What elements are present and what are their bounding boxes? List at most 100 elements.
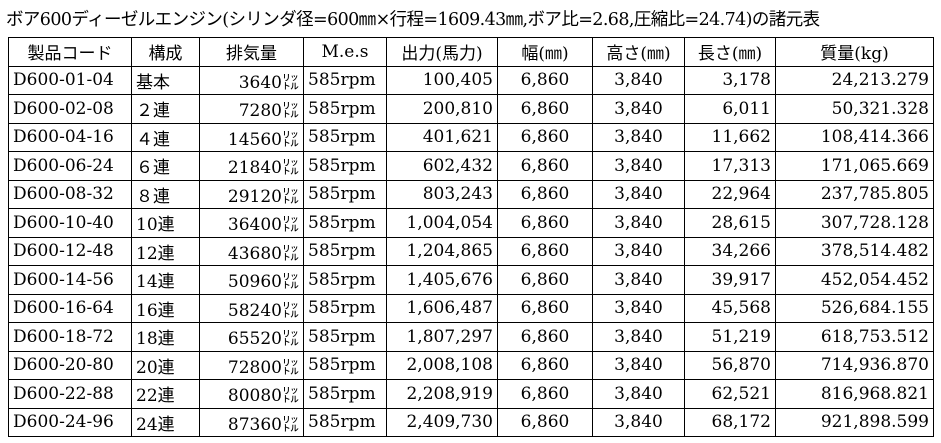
table-cell: 2,208,919: [386, 379, 498, 409]
table-cell: 1,405,676: [386, 265, 498, 295]
table-cell: 3,840: [592, 208, 685, 238]
table-cell: 43680㍑: [199, 236, 304, 266]
table-cell: D600-02-08: [8, 94, 132, 124]
table-cell: 68,172: [684, 407, 776, 437]
table-cell: 585rpm: [303, 151, 387, 181]
table-cell: 50,321.328: [775, 94, 934, 124]
table-cell: 14連: [131, 265, 200, 295]
table-row: D600-12-48 12連 43680㍑ 585rpm 1,204,865 6,860 3…: [8, 236, 934, 266]
table-cell: 526,684.155: [775, 293, 934, 323]
table-cell: 80080㍑: [199, 379, 304, 409]
table-cell: 87360㍑: [199, 407, 304, 437]
table-cell: 20連: [131, 350, 200, 380]
column-header: 製品コード: [8, 37, 132, 67]
table-cell: 基本: [131, 65, 200, 95]
table-cell: 714,936.870: [775, 350, 934, 380]
table-cell: 1,606,487: [386, 293, 498, 323]
table-cell: D600-18-72: [8, 322, 132, 352]
spec-table: 製品コード 構成 排気量 M.e.s 出力(馬力) 幅(㎜) 高さ(㎜) 長さ(㎜) 質量(kg…: [8, 37, 934, 437]
table-cell: 65520㍑: [199, 322, 304, 352]
table-cell: 602,432: [386, 151, 498, 181]
column-header: 長さ(㎜): [684, 37, 776, 67]
table-cell: 3,178: [684, 65, 776, 95]
table-cell: 72800㍑: [199, 350, 304, 380]
table-cell: 6,860: [497, 322, 593, 352]
table-cell: 6,860: [497, 350, 593, 380]
table-cell: 803,243: [386, 179, 498, 209]
table-cell: 3,840: [592, 179, 685, 209]
table-cell: 62,521: [684, 379, 776, 409]
table-cell: 6,860: [497, 379, 593, 409]
table-cell: 585rpm: [303, 265, 387, 295]
table-cell: 6,860: [497, 94, 593, 124]
table-cell: 6,860: [497, 122, 593, 152]
table-cell: 100,405: [386, 65, 498, 95]
column-header: 高さ(㎜): [592, 37, 685, 67]
table-cell: 56,870: [684, 350, 776, 380]
table-cell: 36400㍑: [199, 208, 304, 238]
table-row: D600-14-56 14連 50960㍑ 585rpm 1,405,676 6,860 3…: [8, 265, 934, 295]
table-cell: 3640㍑: [199, 65, 304, 95]
table-cell: 3,840: [592, 94, 685, 124]
table-cell: 585rpm: [303, 350, 387, 380]
table-cell: D600-01-04: [8, 65, 132, 95]
table-cell: 585rpm: [303, 122, 387, 152]
table-cell: 12連: [131, 236, 200, 266]
table-cell: 3,840: [592, 151, 685, 181]
table-cell: D600-20-80: [8, 350, 132, 380]
table-row: D600-02-08 ２連 7280㍑ 585rpm 200,810 6,860 3,840…: [8, 94, 934, 124]
table-cell: 39,917: [684, 265, 776, 295]
table-cell: 51,219: [684, 322, 776, 352]
table-cell: 401,621: [386, 122, 498, 152]
table-cell: 3,840: [592, 265, 685, 295]
table-cell: 58240㍑: [199, 293, 304, 323]
table-cell: 16連: [131, 293, 200, 323]
table-cell: 452,054.452: [775, 265, 934, 295]
table-cell: ６連: [131, 151, 200, 181]
column-header: 質量(kg): [775, 37, 934, 67]
table-cell: 6,860: [497, 179, 593, 209]
table-cell: 307,728.128: [775, 208, 934, 238]
table-cell: 1,004,054: [386, 208, 498, 238]
table-cell: 24連: [131, 407, 200, 437]
table-row: D600-20-80 20連 72800㍑ 585rpm 2,008,108 6,860 3…: [8, 350, 934, 380]
table-cell: 585rpm: [303, 379, 387, 409]
table-cell: 3,840: [592, 293, 685, 323]
table-cell: 921,898.599: [775, 407, 934, 437]
table-cell: 585rpm: [303, 322, 387, 352]
table-cell: 10連: [131, 208, 200, 238]
header-row: 製品コード 構成 排気量 M.e.s 出力(馬力) 幅(㎜) 高さ(㎜) 長さ(㎜) 質量(kg…: [8, 37, 934, 67]
title: ボア600ディーゼルエンジン(シリンダ径=600㎜×行程=1609.43㎜,ボア…: [6, 10, 820, 30]
table-row: D600-18-72 18連 65520㍑ 585rpm 1,807,297 6,860 3…: [8, 322, 934, 352]
table-cell: 108,414.366: [775, 122, 934, 152]
table-cell: 18連: [131, 322, 200, 352]
table-cell: 585rpm: [303, 293, 387, 323]
table-row: D600-08-32 ８連 29120㍑ 585rpm 803,243 6,860 3,84…: [8, 179, 934, 209]
table-row: D600-10-40 10連 36400㍑ 585rpm 1,004,054 6,860 3…: [8, 208, 934, 238]
table-cell: 11,662: [684, 122, 776, 152]
table-cell: 6,860: [497, 236, 593, 266]
table-cell: 24,213.279: [775, 65, 934, 95]
column-header: 排気量: [199, 37, 304, 67]
table-cell: 14560㍑: [199, 122, 304, 152]
table-cell: 17,313: [684, 151, 776, 181]
table-body: D600-01-04 基本 3640㍑ 585rpm 100,405 6,860 3,840…: [8, 65, 934, 437]
table-cell: 6,860: [497, 407, 593, 437]
table-cell: ２連: [131, 94, 200, 124]
table-cell: 2,409,730: [386, 407, 498, 437]
table-row: D600-06-24 ６連 21840㍑ 585rpm 602,432 6,860 3,84…: [8, 151, 934, 181]
table-row: D600-16-64 16連 58240㍑ 585rpm 1,606,487 6,860 3…: [8, 293, 934, 323]
column-header: 幅(㎜): [497, 37, 593, 67]
table-cell: 22連: [131, 379, 200, 409]
table-cell: 22,964: [684, 179, 776, 209]
table-cell: 7280㍑: [199, 94, 304, 124]
table-cell: 21840㍑: [199, 151, 304, 181]
table-cell: 34,266: [684, 236, 776, 266]
table-cell: 585rpm: [303, 208, 387, 238]
table-cell: 6,860: [497, 65, 593, 95]
table-cell: D600-16-64: [8, 293, 132, 323]
table-cell: 3,840: [592, 407, 685, 437]
table-cell: 3,840: [592, 379, 685, 409]
column-header: M.e.s: [303, 37, 387, 67]
